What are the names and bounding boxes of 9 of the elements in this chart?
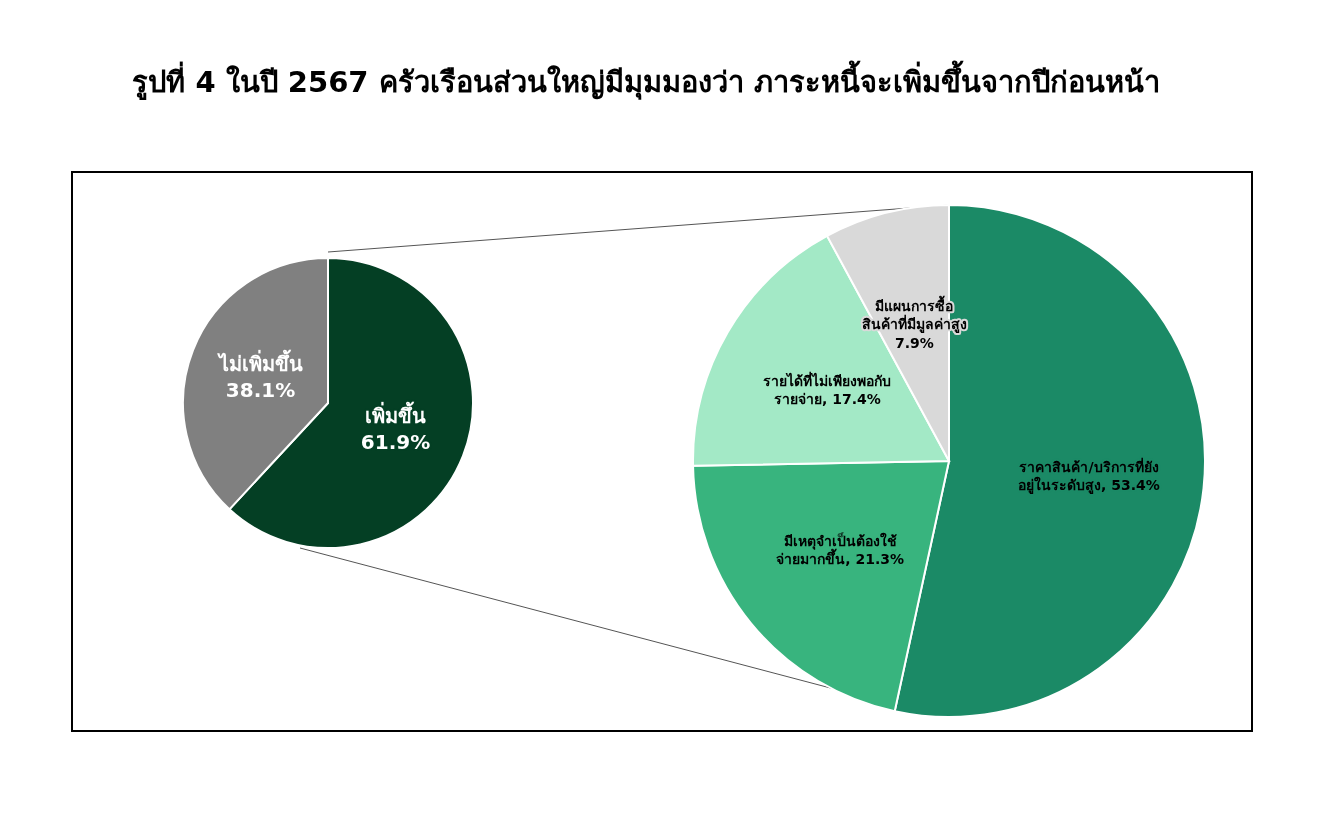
slice-label: มีเหตุจำเป็นต้องใช้ จ่ายมากขึ้น, 21.3% [776,532,905,568]
data-label: 38.1% [225,377,296,402]
slice-label: เพิ่มขึ้น [364,401,426,429]
text: รูปที่ 4 ในปี 2567 ครัวเรือนส่วนใหญ่มีมุมมองว่า ภาระหนี้จะเพิ่มขึ้นจากปีก่อนหน้า [132,60,1160,100]
slice-label: ไม่เพิ่มขึ้น [216,348,303,376]
slice-label: ราคาสินค้า/บริการที่ยัง อยู่ในระดับสูง, 53.4% [1018,456,1160,495]
slice-label: รายได้ที่ไม่เพียงพอกับ รายจ่าย, 17.4% [763,370,892,408]
data-label: 7.9% [895,334,934,351]
data-label: 61.9% [360,430,431,455]
